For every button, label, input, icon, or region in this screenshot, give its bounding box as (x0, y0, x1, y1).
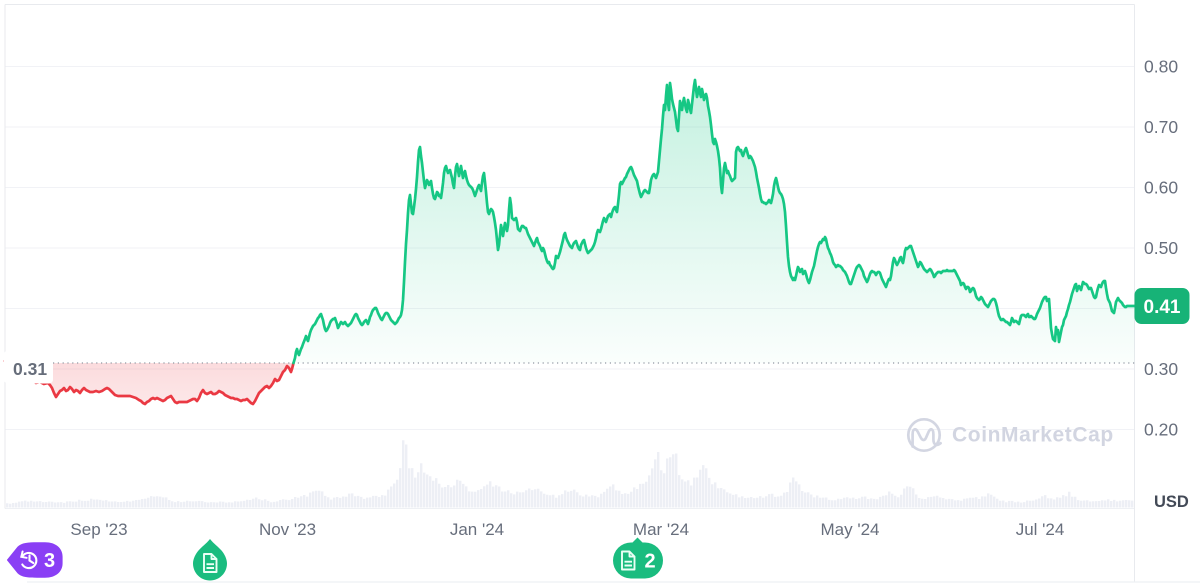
svg-text:Mar '24: Mar '24 (633, 520, 689, 539)
svg-text:0.70: 0.70 (1144, 117, 1178, 137)
svg-text:USD: USD (1154, 493, 1189, 511)
svg-text:Jul '24: Jul '24 (1016, 520, 1065, 539)
svg-text:2: 2 (644, 551, 655, 573)
svg-text:3: 3 (44, 550, 55, 572)
svg-text:Jan '24: Jan '24 (450, 520, 504, 539)
svg-text:0.50: 0.50 (1144, 238, 1178, 258)
svg-text:Nov '23: Nov '23 (259, 520, 316, 539)
svg-text:CoinMarketCap: CoinMarketCap (952, 424, 1114, 447)
svg-text:0.20: 0.20 (1144, 420, 1178, 440)
svg-text:Sep '23: Sep '23 (70, 520, 127, 539)
svg-text:0.60: 0.60 (1144, 178, 1178, 198)
svg-text:0.31: 0.31 (13, 359, 47, 379)
svg-text:0.30: 0.30 (1144, 359, 1178, 379)
svg-text:0.80: 0.80 (1144, 57, 1178, 77)
svg-text:0.41: 0.41 (1144, 297, 1181, 318)
svg-text:May '24: May '24 (821, 520, 880, 539)
